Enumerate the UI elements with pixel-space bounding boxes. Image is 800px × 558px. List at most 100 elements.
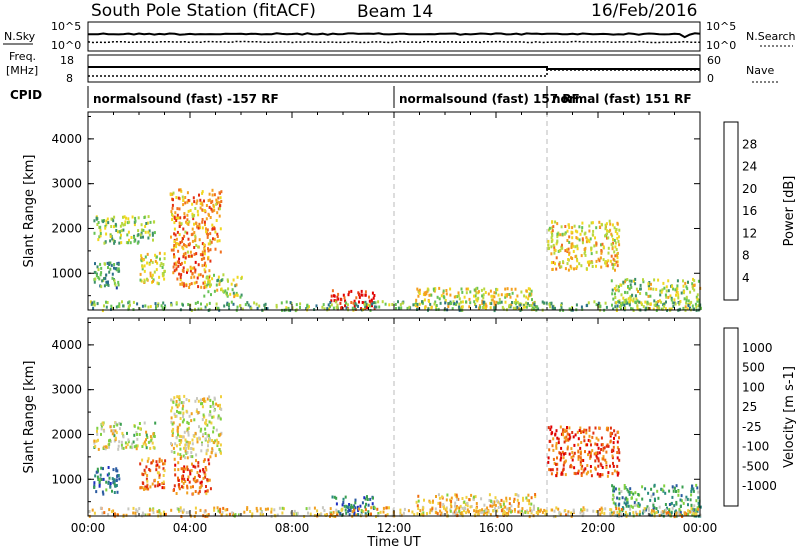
data-cell (147, 230, 150, 234)
colorbar-tick-label: 8 (742, 249, 750, 263)
data-cell (451, 307, 454, 311)
data-cell (145, 465, 148, 469)
data-cell (347, 293, 350, 297)
data-cell (605, 450, 608, 454)
data-cell (618, 502, 621, 506)
data-cell (449, 509, 452, 513)
data-cell (239, 513, 242, 517)
data-cell (665, 511, 668, 515)
data-cell (281, 511, 284, 515)
data-cell (152, 445, 155, 449)
data-cell (185, 220, 188, 224)
data-cell (564, 439, 567, 443)
data-cell (428, 511, 431, 515)
data-cell (533, 301, 536, 305)
data-cell (437, 501, 440, 505)
data-cell (193, 200, 196, 204)
data-cell (444, 301, 447, 305)
data-cell (661, 288, 664, 292)
data-cell (179, 278, 182, 282)
data-cell (203, 252, 206, 256)
data-cell (514, 302, 517, 306)
data-cell (204, 437, 207, 441)
data-cell (342, 501, 345, 504)
data-cell (672, 489, 675, 493)
data-cell (316, 509, 319, 513)
data-cell (151, 482, 154, 486)
data-cell (139, 486, 142, 490)
data-cell (149, 271, 152, 275)
data-cell (111, 237, 114, 241)
data-cell (562, 456, 565, 460)
data-cell (243, 510, 246, 514)
data-cell (229, 292, 232, 296)
data-cell (336, 295, 339, 299)
data-cell (534, 495, 537, 499)
colorbar-tick-label: 25 (742, 400, 757, 414)
data-cell (186, 427, 189, 431)
data-cell (558, 262, 561, 266)
data-cell (485, 304, 488, 308)
data-cell (175, 414, 178, 418)
data-cell (614, 502, 617, 506)
data-cell (211, 277, 214, 281)
data-cell (115, 479, 118, 482)
data-cell (105, 232, 108, 236)
data-cell (493, 306, 496, 310)
data-cell (476, 513, 479, 517)
data-cell (187, 430, 190, 434)
data-cell (629, 507, 632, 511)
data-cell (590, 246, 593, 250)
data-cell (553, 251, 556, 255)
data-cell (568, 307, 571, 311)
data-cell (532, 301, 535, 305)
data-cell (600, 251, 603, 255)
data-cell (624, 290, 626, 294)
data-cell (618, 305, 621, 309)
data-cell (618, 487, 621, 491)
data-cell (344, 299, 347, 303)
data-cell (600, 463, 603, 467)
data-cell (614, 241, 617, 245)
data-cell (231, 288, 234, 292)
data-cell (651, 513, 653, 517)
data-cell (164, 305, 167, 309)
data-cell (614, 230, 617, 233)
data-cell (350, 289, 353, 293)
data-cell (191, 455, 194, 459)
data-cell (494, 503, 497, 507)
data-cell (140, 223, 143, 227)
data-cell (691, 286, 694, 290)
data-cell (191, 239, 194, 243)
data-cell (652, 492, 655, 496)
data-cell (118, 304, 121, 308)
data-cell (181, 195, 184, 199)
data-cell (449, 503, 452, 506)
data-cell (129, 445, 132, 449)
data-cell (174, 233, 177, 237)
data-cell (635, 510, 637, 514)
data-cell (195, 252, 198, 256)
data-cell (151, 231, 154, 235)
data-cell (628, 287, 631, 291)
data-cell (291, 306, 294, 310)
data-cell (522, 496, 524, 500)
data-cell (175, 400, 178, 403)
data-cell (367, 510, 370, 514)
data-cell (118, 421, 121, 425)
data-cell (510, 510, 512, 514)
data-cell (203, 280, 206, 284)
data-cell (594, 426, 597, 430)
data-cell (593, 300, 596, 304)
data-cell (141, 511, 144, 515)
data-cell (528, 515, 531, 519)
data-cell (646, 302, 649, 306)
data-cell (97, 469, 99, 473)
data-cell (113, 263, 116, 266)
data-cell (116, 262, 119, 266)
data-cell (421, 300, 423, 304)
data-cell (611, 303, 613, 307)
data-cell (122, 223, 125, 227)
data-cell (601, 443, 604, 446)
data-cell (202, 274, 204, 278)
